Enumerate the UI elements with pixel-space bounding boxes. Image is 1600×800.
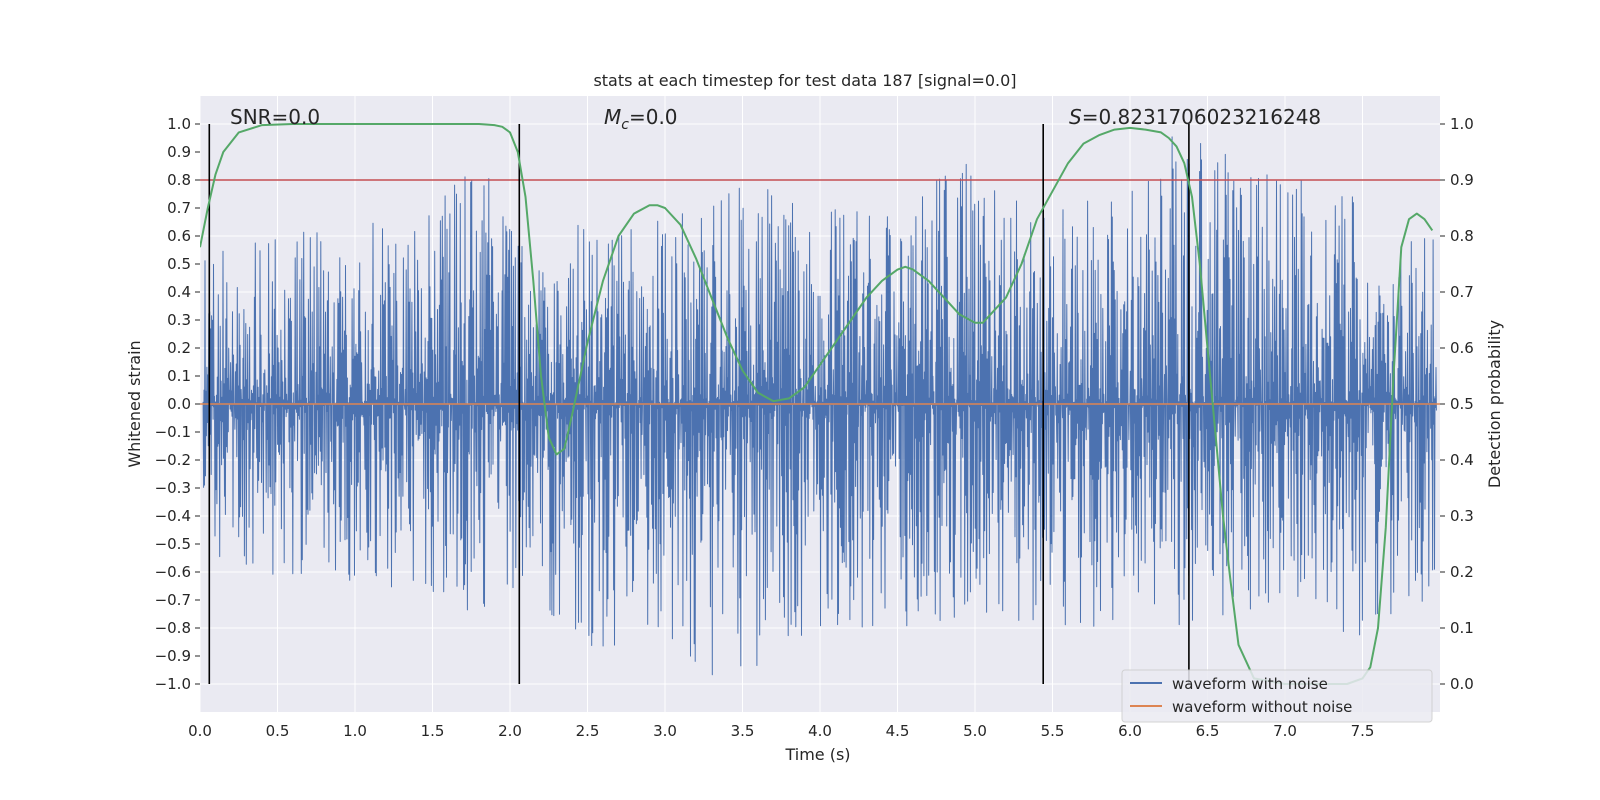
y2-tick-label: 0.9 [1450, 171, 1474, 189]
legend: waveform with noise waveform without noi… [1121, 669, 1433, 723]
chart-title: stats at each timestep for test data 187… [593, 71, 1016, 90]
x-tick-label: 4.5 [886, 722, 910, 740]
y-tick-label: −0.3 [155, 479, 191, 497]
x-tick-label: 6.0 [1118, 722, 1142, 740]
y2-tick-label: 0.8 [1450, 227, 1474, 245]
y-tick-label: −0.6 [155, 563, 191, 581]
x-tick-label: 2.0 [498, 722, 522, 740]
legend-label-without-noise: waveform without noise [1172, 698, 1352, 716]
s-symbol: S [1069, 105, 1082, 129]
legend-label-with-noise: waveform with noise [1172, 675, 1328, 693]
y-tick-label: 0.0 [167, 395, 191, 413]
y2-axis-ticks: 1.0 0.9 0.8 0.7 0.6 0.5 0.4 0.3 0.2 0.1 0.0 [1440, 115, 1474, 693]
y2-tick-label: 0.0 [1450, 675, 1474, 693]
y2-axis-label: Detection probability [1485, 320, 1504, 488]
y-tick-label: 0.7 [167, 199, 191, 217]
x-tick-label: 3.5 [731, 722, 755, 740]
x-tick-label: 1.5 [421, 722, 445, 740]
x-tick-label: 6.5 [1196, 722, 1220, 740]
x-axis-label: Time (s) [784, 745, 850, 764]
chirp-mass-symbol: M [604, 105, 621, 129]
y-axis-ticks: 1.0 0.9 0.8 0.7 0.6 0.5 0.4 0.3 0.2 0.1 0.0 −0.1 −0.… [155, 115, 200, 693]
y-tick-label: −1.0 [155, 675, 191, 693]
y-tick-label: 0.6 [167, 227, 191, 245]
y2-tick-label: 0.2 [1450, 563, 1474, 581]
waveform-with-noise-line [202, 136, 1437, 676]
x-tick-label: 5.0 [963, 722, 987, 740]
y-tick-label: 0.9 [167, 143, 191, 161]
chirp-mass-value: =0.0 [629, 105, 678, 129]
x-tick-label: 3.0 [653, 722, 677, 740]
x-tick-label: 0.5 [266, 722, 290, 740]
y-tick-label: −0.4 [155, 507, 191, 525]
y2-tick-label: 0.3 [1450, 507, 1474, 525]
y-tick-label: 0.8 [167, 171, 191, 189]
y-tick-label: −0.5 [155, 535, 191, 553]
y-tick-label: 0.2 [167, 339, 191, 357]
y-tick-label: 1.0 [167, 115, 191, 133]
x-tick-label: 7.0 [1273, 722, 1297, 740]
chirp-mass-subscript: c [621, 117, 629, 133]
y2-tick-label: 0.7 [1450, 283, 1474, 301]
event-marker-lines [208, 124, 1190, 684]
y-tick-label: 0.5 [167, 255, 191, 273]
y-tick-label: −0.8 [155, 619, 191, 637]
x-tick-label: 5.5 [1041, 722, 1065, 740]
y2-tick-label: 0.1 [1450, 619, 1474, 637]
y-tick-label: 0.1 [167, 367, 191, 385]
s-annotation: S=0.8231706023216248 [1069, 105, 1321, 129]
plot-content [200, 123, 1440, 685]
x-tick-label: 4.0 [808, 722, 832, 740]
x-tick-label: 2.5 [576, 722, 600, 740]
y-tick-label: −0.1 [155, 423, 191, 441]
x-axis-ticks: 0.0 0.5 1.0 1.5 2.0 2.5 3.0 3.5 4.0 4.5 5.0 5.5 6.0 6… [188, 722, 1374, 740]
x-tick-label: 1.0 [343, 722, 367, 740]
y-axis-label: Whitened strain [125, 340, 144, 467]
snr-annotation: SNR=0.0 [230, 105, 320, 129]
x-tick-label: 7.5 [1351, 722, 1375, 740]
y-tick-label: −0.9 [155, 647, 191, 665]
y2-tick-label: 0.4 [1450, 451, 1474, 469]
s-value: =0.8231706023216248 [1082, 105, 1321, 129]
x-tick-label: 0.0 [188, 722, 212, 740]
y2-tick-label: 0.6 [1450, 339, 1474, 357]
y2-tick-label: 0.5 [1450, 395, 1474, 413]
y-tick-label: 0.3 [167, 311, 191, 329]
detection-probability-line [200, 123, 1434, 685]
legend-box [1121, 669, 1433, 723]
y-tick-label: −0.7 [155, 591, 191, 609]
y2-tick-label: 1.0 [1450, 115, 1474, 133]
y-tick-label: −0.2 [155, 451, 191, 469]
y-tick-label: 0.4 [167, 283, 191, 301]
chirp-mass-annotation: Mc=0.0 [604, 105, 678, 133]
